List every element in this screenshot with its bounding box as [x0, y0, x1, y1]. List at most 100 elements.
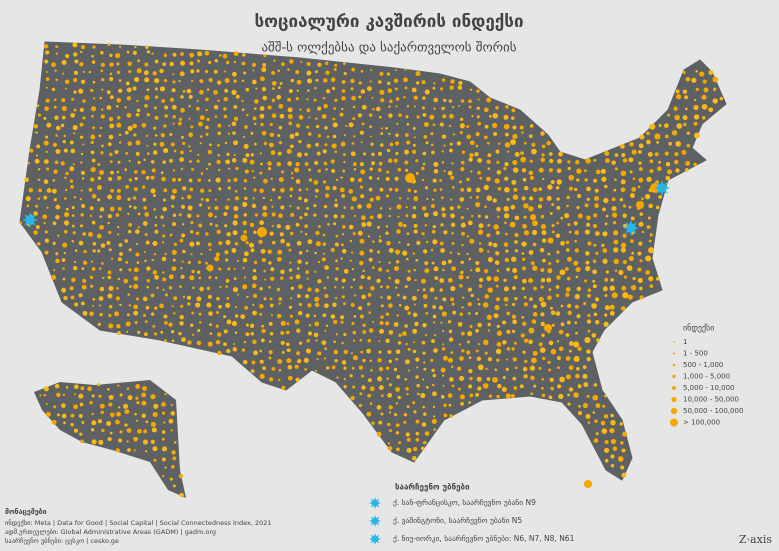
county-dot [582, 365, 587, 369]
county-dot [467, 330, 473, 337]
county-dot [422, 113, 427, 117]
county-dot [538, 187, 542, 191]
county-dot [385, 231, 389, 236]
county-dot [73, 78, 78, 83]
county-dot [287, 114, 293, 120]
county-dot [296, 267, 300, 270]
county-dot [380, 394, 384, 398]
county-dot [475, 144, 479, 148]
county-dot [370, 285, 375, 291]
county-dot [396, 229, 401, 234]
county-dot [276, 287, 281, 292]
county-dot [294, 132, 300, 137]
county-dot [433, 211, 439, 217]
county-dot [188, 94, 193, 99]
county-dot [502, 320, 507, 325]
county-dot [631, 187, 637, 192]
county-dot [439, 179, 443, 182]
county-dot [286, 322, 290, 326]
county-dot [207, 294, 212, 299]
county-dot [388, 411, 392, 414]
county-dot [172, 456, 177, 461]
county-dot [123, 278, 129, 284]
county-dot [169, 97, 175, 102]
county-dot [43, 140, 49, 146]
county-dot [366, 203, 372, 209]
county-dot [503, 286, 509, 292]
county-dot [548, 288, 552, 292]
county-dot [421, 166, 425, 171]
county-dot [91, 394, 95, 398]
county-dot [395, 386, 401, 392]
county-dot [574, 321, 578, 325]
county-dot [501, 386, 507, 392]
county-dot [567, 160, 571, 164]
county-dot [411, 213, 417, 219]
county-dot [182, 223, 185, 226]
county-dot [317, 134, 322, 138]
county-dot [469, 152, 474, 158]
county-dot [46, 122, 52, 128]
county-dot [178, 80, 181, 83]
county-dot [441, 106, 445, 111]
county-dot [529, 214, 537, 221]
county-dot [483, 107, 489, 113]
county-dot [458, 274, 464, 280]
county-dot [568, 387, 574, 392]
county-dot [79, 432, 83, 436]
county-dot [233, 177, 238, 182]
county-dot [191, 79, 194, 82]
county-dot [658, 123, 662, 127]
county-dot [586, 349, 591, 354]
county-dot [360, 141, 363, 144]
county-dot [150, 293, 155, 298]
county-dot [352, 355, 358, 361]
county-dot [273, 59, 276, 62]
county-dot [277, 358, 283, 364]
county-dot [117, 160, 121, 164]
county-dot [432, 123, 436, 127]
county-dot [289, 187, 294, 192]
county-dot [96, 233, 102, 239]
county-dot [369, 125, 373, 129]
county-dot [423, 440, 427, 445]
county-dot [370, 369, 373, 372]
county-dot [506, 329, 511, 334]
county-dot [173, 149, 177, 153]
county-dot [350, 251, 354, 254]
county-dot [385, 127, 388, 130]
county-dot [612, 446, 618, 451]
county-dot [308, 168, 312, 172]
county-dot [101, 144, 104, 148]
county-dot [451, 266, 457, 272]
county-dot [154, 224, 158, 227]
county-dot [317, 169, 321, 173]
county-dot [459, 197, 465, 202]
county-dot [555, 186, 560, 190]
county-dot [323, 161, 328, 166]
county-dot [648, 276, 654, 282]
county-dot [334, 150, 338, 153]
county-dot [412, 312, 418, 318]
county-dot [556, 197, 560, 201]
county-dot [315, 188, 319, 193]
county-dot [467, 287, 472, 292]
county-dot [81, 170, 85, 175]
county-dot [151, 427, 157, 433]
county-dot [43, 44, 49, 49]
county-dot [585, 260, 590, 265]
county-dot [224, 224, 228, 228]
county-dot [541, 153, 545, 157]
county-dot [380, 304, 384, 308]
county-dot [63, 134, 66, 138]
county-dot [514, 366, 518, 370]
county-dot [628, 256, 634, 262]
county-dot [281, 351, 285, 354]
county-dot [556, 168, 562, 174]
county-dot [296, 351, 301, 356]
county-dot [180, 150, 184, 155]
county-dot [469, 238, 475, 244]
county-dot [523, 230, 530, 236]
county-dot [575, 266, 581, 273]
county-dot [544, 324, 552, 332]
